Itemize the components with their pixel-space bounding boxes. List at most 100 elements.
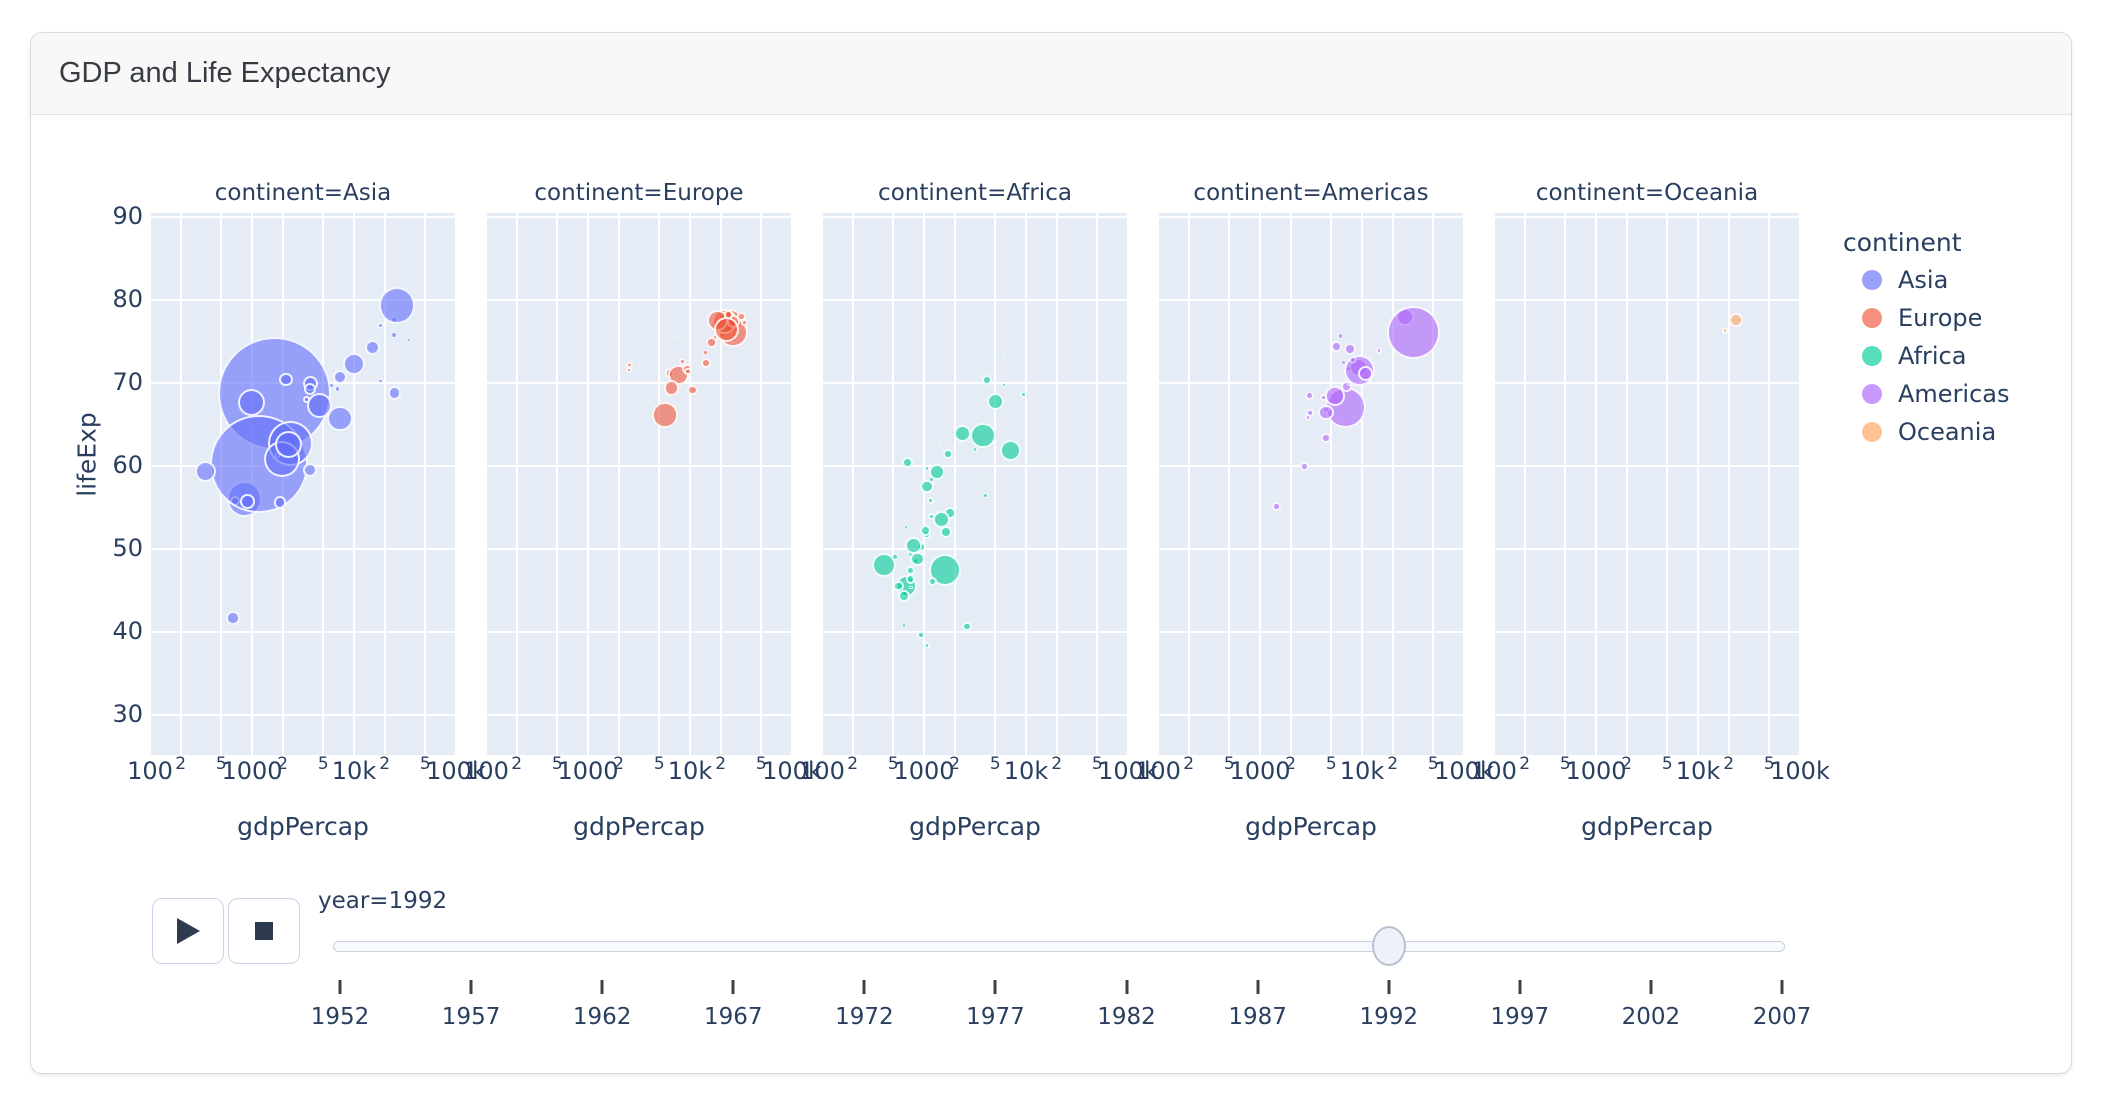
legend-item-africa[interactable]: Africa xyxy=(1862,342,1966,370)
bubble-slovak-republic[interactable] xyxy=(683,367,692,376)
bubble-mozambique[interactable] xyxy=(897,590,910,603)
bubble-montenegro[interactable] xyxy=(672,336,676,340)
bubble-puerto-rico[interactable] xyxy=(1375,347,1383,354)
bubble-angola[interactable] xyxy=(961,621,972,632)
bubble-portugal[interactable] xyxy=(706,337,717,348)
bubble-bolivia[interactable] xyxy=(1300,461,1309,471)
bubble-ecuador[interactable] xyxy=(1341,380,1353,392)
bubble-madagascar[interactable] xyxy=(919,524,932,537)
bubble-uganda[interactable] xyxy=(910,551,925,566)
bubble-afghanistan[interactable] xyxy=(226,611,240,625)
bubble-dominican-republic[interactable] xyxy=(1304,391,1314,401)
bubble-venezuela[interactable] xyxy=(1357,365,1373,381)
bubble-zambia[interactable] xyxy=(927,576,938,587)
bubble-haiti[interactable] xyxy=(1272,502,1281,512)
bubble-vietnam[interactable] xyxy=(237,388,266,417)
bubble-nicaragua[interactable] xyxy=(1304,414,1312,421)
bubble-south-africa[interactable] xyxy=(1000,439,1021,461)
bubble-sudan[interactable] xyxy=(932,510,951,529)
year-slider-track[interactable] xyxy=(333,941,1785,952)
bubble-paraguay[interactable] xyxy=(1320,394,1328,402)
bubble-syria[interactable] xyxy=(304,383,317,396)
bubble-japan[interactable] xyxy=(378,286,416,324)
bubble-swaziland[interactable] xyxy=(983,479,987,483)
bubble-philippines[interactable] xyxy=(274,430,303,458)
bubble-turkey[interactable] xyxy=(652,402,678,428)
bubble-taiwan[interactable] xyxy=(365,340,381,356)
bubble-united-kingdom[interactable] xyxy=(713,317,739,343)
y-gridline xyxy=(1494,631,1800,633)
bubble-djibouti[interactable] xyxy=(961,534,964,537)
bubble-costa-rica[interactable] xyxy=(1337,332,1344,339)
bubble-gambia[interactable] xyxy=(904,525,908,529)
legend-item-oceania[interactable]: Oceania xyxy=(1862,418,1996,446)
bubble-tunisia[interactable] xyxy=(982,375,992,386)
bubble-egypt[interactable] xyxy=(970,422,996,449)
stop-button[interactable] xyxy=(228,898,300,964)
bubble-congo-rep-[interactable] xyxy=(983,493,989,499)
x-axis-tick-label: 10k xyxy=(1003,757,1049,785)
bubble-mali[interactable] xyxy=(905,574,916,584)
bubble-australia[interactable] xyxy=(1728,313,1743,328)
bubble-liberia[interactable] xyxy=(901,623,907,628)
bubble-west-bank-and-gaza[interactable] xyxy=(329,382,334,388)
bubble-uruguay[interactable] xyxy=(1349,357,1356,364)
bubble-hungary[interactable] xyxy=(687,384,698,396)
bubble-bahrain[interactable] xyxy=(381,360,384,363)
bubble-reunion[interactable] xyxy=(1002,351,1006,355)
bubble-ethiopia[interactable] xyxy=(871,552,897,578)
bubble-zimbabwe[interactable] xyxy=(902,457,914,469)
bubble-nepal[interactable] xyxy=(239,493,255,509)
bubble-togo[interactable] xyxy=(927,497,934,504)
bubble-morocco[interactable] xyxy=(953,424,971,442)
bubble-myanmar[interactable] xyxy=(194,461,216,483)
bubble-lebanon[interactable] xyxy=(334,385,341,392)
bubble-united-states[interactable] xyxy=(1387,305,1440,359)
bubble-gabon[interactable] xyxy=(1037,454,1041,459)
bubble-algeria[interactable] xyxy=(987,393,1004,411)
bubble-cuba[interactable] xyxy=(1330,340,1342,352)
bubble-iraq[interactable] xyxy=(303,463,318,478)
bubble-bosnia-and-herzegovina[interactable] xyxy=(626,361,633,369)
bubble-yemen-rep-[interactable] xyxy=(273,496,286,509)
bubble-thailand[interactable] xyxy=(307,392,333,418)
bubble-cote-d-ivoire[interactable] xyxy=(940,526,953,538)
bubble-peru[interactable] xyxy=(1318,404,1334,421)
bubble-kuwait[interactable] xyxy=(407,337,412,342)
bubble-niger[interactable] xyxy=(905,565,916,576)
bubble-sri-lanka[interactable] xyxy=(279,372,293,387)
play-button[interactable] xyxy=(152,898,224,964)
year-slider-handle[interactable] xyxy=(1371,926,1406,966)
bubble-israel[interactable] xyxy=(376,321,384,330)
bubble-oman[interactable] xyxy=(378,378,383,384)
bubble-ghana[interactable] xyxy=(920,480,934,494)
bubble-slovenia[interactable] xyxy=(703,350,708,356)
bubble-mauritius[interactable] xyxy=(1002,383,1006,387)
bubble-guatemala[interactable] xyxy=(1321,433,1332,444)
legend-item-europe[interactable]: Europe xyxy=(1862,304,1982,332)
bubble-senegal[interactable] xyxy=(943,449,953,459)
bubble-sao-tome-and-principe[interactable] xyxy=(938,442,941,445)
bubble-somalia[interactable] xyxy=(916,630,925,639)
bubble-malaysia[interactable] xyxy=(332,370,347,385)
legend-item-asia[interactable]: Asia xyxy=(1862,266,1948,294)
bubble-trinidad-and-tobago[interactable] xyxy=(1346,382,1351,386)
legend-item-americas[interactable]: Americas xyxy=(1862,380,2010,408)
bubble-czech-republic[interactable] xyxy=(700,357,712,369)
bubble-guinea-bissau[interactable] xyxy=(909,585,913,590)
bubble-libya[interactable] xyxy=(1020,390,1028,398)
bubble-sierra-leone[interactable] xyxy=(923,642,931,650)
bubble-saudi-arabia[interactable] xyxy=(387,386,402,400)
bubble-switzerland[interactable] xyxy=(737,312,746,321)
bubble-new-zealand[interactable] xyxy=(1721,327,1728,334)
bubble-korea-rep-[interactable] xyxy=(343,353,365,376)
bubble-kenya[interactable] xyxy=(928,463,946,481)
bubble-malawi[interactable] xyxy=(893,581,904,592)
bubble-namibia[interactable] xyxy=(973,447,978,452)
bubble-chile[interactable] xyxy=(1343,342,1356,355)
bubble-singapore[interactable] xyxy=(391,331,398,338)
bubble-lesotho[interactable] xyxy=(924,466,930,471)
bubble-panama[interactable] xyxy=(1341,360,1347,366)
bubble-mauritania[interactable] xyxy=(929,477,935,483)
bubble-romania[interactable] xyxy=(663,380,680,397)
